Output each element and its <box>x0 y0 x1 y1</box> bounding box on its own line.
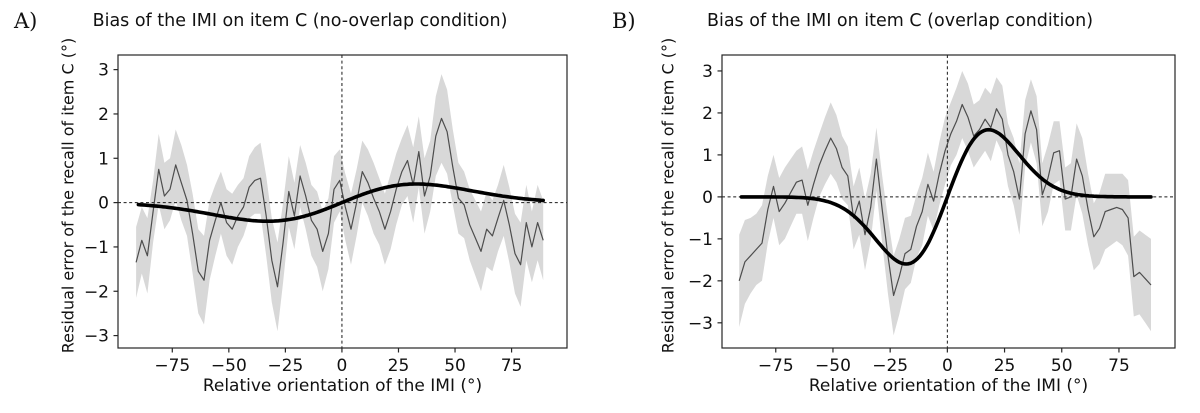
x-tick-label: −75 <box>154 356 190 376</box>
panel-a-title: Bias of the IMI on item C (no-overlap co… <box>92 11 508 31</box>
x-tick-label: 50 <box>1051 356 1073 376</box>
panel-b-title: Bias of the IMI on item C (overlap condi… <box>706 11 1094 31</box>
x-tick-label: −50 <box>815 356 851 376</box>
y-tick-label: −1 <box>84 238 109 258</box>
y-tick-label: 0 <box>702 188 713 208</box>
y-tick-label: 0 <box>98 194 109 214</box>
y-tick-label: 2 <box>98 105 109 125</box>
panel-b: B) Bias of the IMI on item C (overlap co… <box>600 0 1200 413</box>
x-tick-label: −25 <box>267 356 303 376</box>
panel-a-plot-area: −75 −50 −25 0 25 50 75 3 2 1 0 −1 −2 −3 <box>84 54 568 376</box>
panel-b-plot-area: −75 −50 −25 0 25 50 75 3 2 1 0 −1 −2 −3 <box>688 54 1176 376</box>
x-tick-label: −25 <box>872 356 908 376</box>
panel-a-label: A) <box>14 9 38 33</box>
panel-b-label: B) <box>612 9 636 33</box>
x-tick-label: 50 <box>444 356 466 376</box>
y-tick-label: −2 <box>688 272 713 292</box>
y-tick-label: −3 <box>688 314 713 334</box>
axes-box <box>721 54 1176 349</box>
y-tick-label: 1 <box>98 149 109 169</box>
x-tick-label: 25 <box>994 356 1016 376</box>
y-tick-label: 1 <box>702 146 713 166</box>
y-tick-label: 3 <box>702 62 713 82</box>
fit-curve <box>739 127 1153 266</box>
mean-line <box>135 117 544 288</box>
y-tick-label: 2 <box>702 104 713 124</box>
x-tick-label: −75 <box>758 356 794 376</box>
error-band <box>739 71 1151 336</box>
x-tick-label: 0 <box>337 356 348 376</box>
x-tick-label: 75 <box>1108 356 1130 376</box>
panel-a-x-axis-label: Relative orientation of the IMI (°) <box>202 376 483 396</box>
x-tick-label: 25 <box>388 356 410 376</box>
panel-b-x-axis-label: Relative orientation of the IMI (°) <box>808 376 1089 396</box>
y-tick-label: −3 <box>84 327 109 347</box>
y-tick-label: 3 <box>98 61 109 81</box>
x-tick-label: 75 <box>501 356 523 376</box>
panel-a: A) Bias of the IMI on item C (no-overlap… <box>14 9 568 396</box>
fit-curve <box>136 182 546 223</box>
y-tick-label: −2 <box>84 282 109 302</box>
mean-line <box>738 103 1152 297</box>
x-tick-label: −50 <box>211 356 247 376</box>
x-tick-label: 0 <box>942 356 953 376</box>
y-tick-label: −1 <box>688 230 713 250</box>
